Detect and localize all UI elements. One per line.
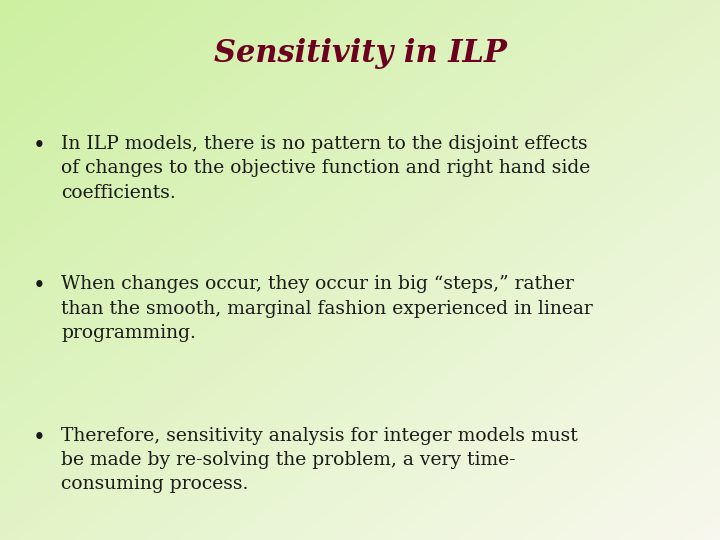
Text: When changes occur, they occur in big “steps,” rather
than the smooth, marginal : When changes occur, they occur in big “s… — [61, 275, 593, 342]
Text: •: • — [33, 427, 46, 449]
Text: •: • — [33, 135, 46, 157]
Text: In ILP models, there is no pattern to the disjoint effects
of changes to the obj: In ILP models, there is no pattern to th… — [61, 135, 590, 201]
Text: Therefore, sensitivity analysis for integer models must
be made by re-solving th: Therefore, sensitivity analysis for inte… — [61, 427, 578, 493]
Text: •: • — [33, 275, 46, 298]
Text: Sensitivity in ILP: Sensitivity in ILP — [214, 38, 506, 69]
